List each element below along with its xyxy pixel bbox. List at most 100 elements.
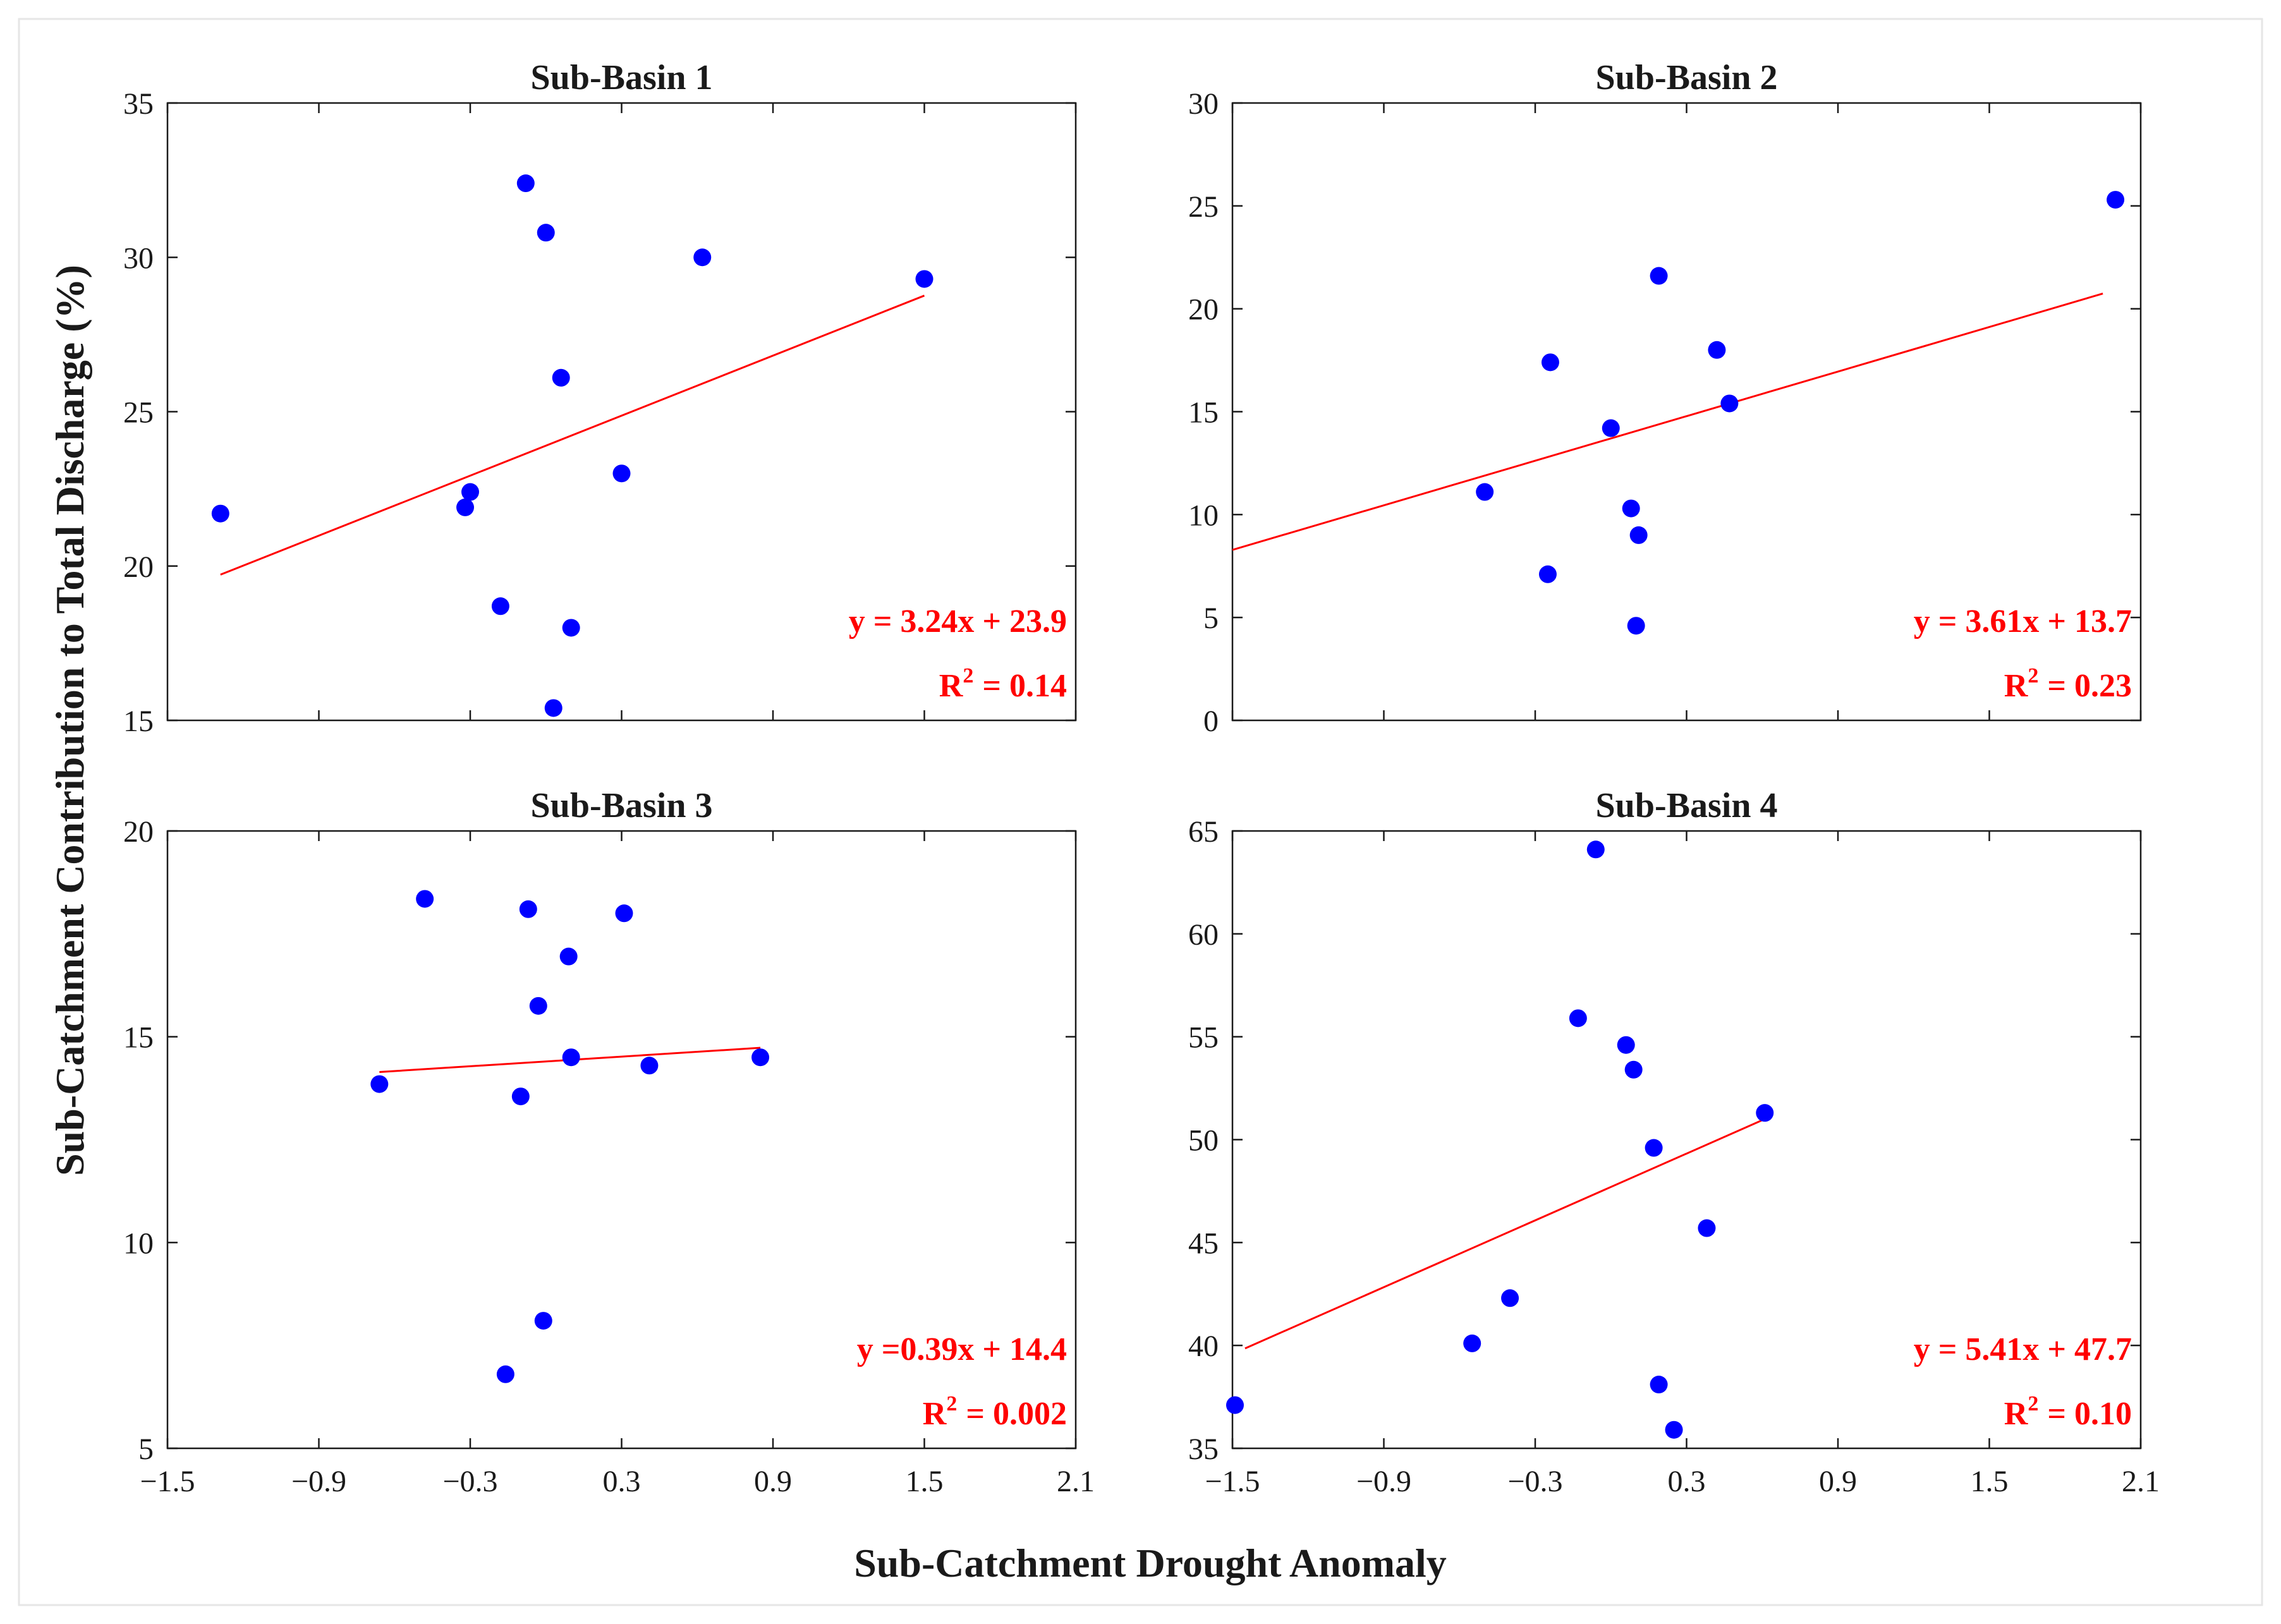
data-point — [516, 174, 535, 193]
y-tick-label: 20 — [123, 815, 154, 849]
data-point — [461, 483, 479, 501]
subplot-sub-basin-4: −1.5 −0.9 −0.3 0.3 0.9 1.5 2.1 35 40 45 50 55 60 65 Su… — [1188, 786, 2160, 1498]
y-tick-label: 5 — [1203, 602, 1219, 635]
data-point — [534, 1312, 552, 1330]
data-point — [491, 597, 509, 615]
y-tick-label: 5 — [138, 1433, 154, 1466]
subplot-title: Sub-Basin 4 — [1596, 786, 1778, 825]
subplot-title: Sub-Basin 3 — [531, 786, 713, 825]
y-tick-label: 15 — [123, 1021, 154, 1055]
data-point — [1617, 1036, 1635, 1054]
data-point — [1665, 1421, 1683, 1439]
subplot-sub-basin-3: −1.5 −0.9 −0.3 0.3 0.9 1.5 2.1 5 10 15 20 Sub-Basin… — [123, 786, 1095, 1498]
regression-line — [1244, 1118, 1765, 1350]
data-point — [562, 1048, 580, 1067]
subplot-title: Sub-Basin 2 — [1596, 58, 1778, 97]
y-tick-label: 50 — [1188, 1124, 1219, 1158]
r-squared-value: = 0.10 — [2047, 1396, 2132, 1432]
x-tick-label: −1.5 — [1205, 1465, 1260, 1498]
data-point — [915, 270, 934, 288]
r-squared-value: = 0.23 — [2047, 668, 2132, 704]
y-tick-label: 15 — [1188, 396, 1219, 430]
r-squared-label: R2 = 0.10 — [2004, 1392, 2132, 1432]
x-tick-label: 0.9 — [1819, 1465, 1857, 1498]
r-squared-label: R2 = 0.23 — [2004, 664, 2132, 704]
data-point — [1720, 394, 1739, 413]
figure-border — [18, 18, 2263, 1606]
subplot-title: Sub-Basin 1 — [531, 58, 713, 97]
data-point — [1476, 483, 1494, 501]
x-tick-label: 2.1 — [1057, 1465, 1095, 1498]
x-tick-label: 0.3 — [1668, 1465, 1706, 1498]
y-tick-label: 30 — [1188, 87, 1219, 121]
data-point — [211, 504, 229, 523]
x-tick-label: −1.5 — [140, 1465, 195, 1498]
y-tick-label: 25 — [1188, 190, 1219, 224]
regression-line — [220, 294, 925, 576]
data-point — [1650, 1376, 1668, 1394]
regression-equation: y =0.39x + 14.4 — [857, 1331, 1067, 1367]
subplot-sub-basin-2: 0 5 10 15 20 25 30 Sub-Basin 2 y = 3.61x + 13.7 R… — [1188, 58, 2142, 738]
r-squared-exponent: 2 — [946, 1392, 957, 1415]
data-point — [544, 699, 563, 717]
data-point — [751, 1048, 770, 1067]
y-tick-label: 0 — [1203, 705, 1219, 738]
x-tick-label: −0.3 — [1507, 1465, 1562, 1498]
data-point — [693, 248, 712, 267]
y-tick-label: 20 — [1188, 293, 1219, 327]
data-point — [1698, 1219, 1716, 1237]
data-point — [1756, 1104, 1774, 1122]
y-tick-label: 10 — [123, 1227, 154, 1260]
x-axis-label: Sub-Catchment Drought Anomaly — [854, 1541, 1447, 1585]
data-point — [537, 224, 555, 242]
y-tick-label: 55 — [1188, 1021, 1219, 1055]
data-point — [1602, 419, 1620, 437]
data-point — [456, 498, 475, 516]
data-point — [416, 890, 434, 908]
r-squared-symbol: R — [2004, 668, 2029, 704]
x-tick-label: −0.9 — [1356, 1465, 1411, 1498]
y-axis-label: Sub-Catchment Contribution to Total Disc… — [47, 265, 92, 1176]
y-tick-label: 35 — [123, 87, 154, 121]
r-squared-symbol: R — [939, 668, 964, 704]
x-tick-label: 2.1 — [2122, 1465, 2160, 1498]
data-point — [496, 1365, 514, 1383]
data-point — [1226, 1396, 1244, 1414]
r-squared-exponent: 2 — [2028, 1392, 2038, 1415]
y-tick-label: 40 — [1188, 1330, 1219, 1363]
data-point — [519, 900, 537, 918]
data-point — [1541, 353, 1559, 372]
y-tick-label: 20 — [123, 550, 154, 584]
r-squared-exponent: 2 — [2028, 664, 2038, 688]
data-point — [1624, 1060, 1643, 1079]
data-point — [562, 619, 580, 637]
y-tick-label: 15 — [123, 705, 154, 738]
data-point — [1650, 267, 1668, 285]
data-point — [1708, 341, 1726, 359]
y-tick-label: 45 — [1188, 1227, 1219, 1260]
data-point — [1629, 526, 1648, 544]
data-point — [370, 1075, 389, 1093]
r-squared-label: R2 = 0.14 — [939, 664, 1067, 704]
r-squared-exponent: 2 — [963, 664, 973, 688]
r-squared-label: R2 = 0.002 — [923, 1392, 1067, 1432]
data-point — [1622, 499, 1640, 518]
x-tick-label: −0.9 — [291, 1465, 346, 1498]
y-tick-label: 35 — [1188, 1433, 1219, 1466]
regression-equation: y = 3.24x + 23.9 — [849, 603, 1067, 639]
regression-equation: y = 3.61x + 13.7 — [1914, 603, 2132, 639]
subplot-sub-basin-1: 15 20 25 30 35 Sub-Basin 1 y = 3.24x + 23.9 R2 =… — [123, 58, 1077, 738]
x-tick-label: 1.5 — [1971, 1465, 2009, 1498]
y-tick-label: 25 — [123, 396, 154, 430]
r-squared-symbol: R — [923, 1396, 947, 1432]
regression-line — [1232, 293, 2103, 551]
data-point — [612, 464, 631, 483]
r-squared-value: = 0.14 — [982, 668, 1067, 704]
data-point — [1463, 1334, 1481, 1352]
y-tick-label: 60 — [1188, 918, 1219, 952]
x-tick-label: −0.3 — [442, 1465, 497, 1498]
x-tick-label: 0.9 — [754, 1465, 792, 1498]
data-point — [1645, 1139, 1663, 1157]
